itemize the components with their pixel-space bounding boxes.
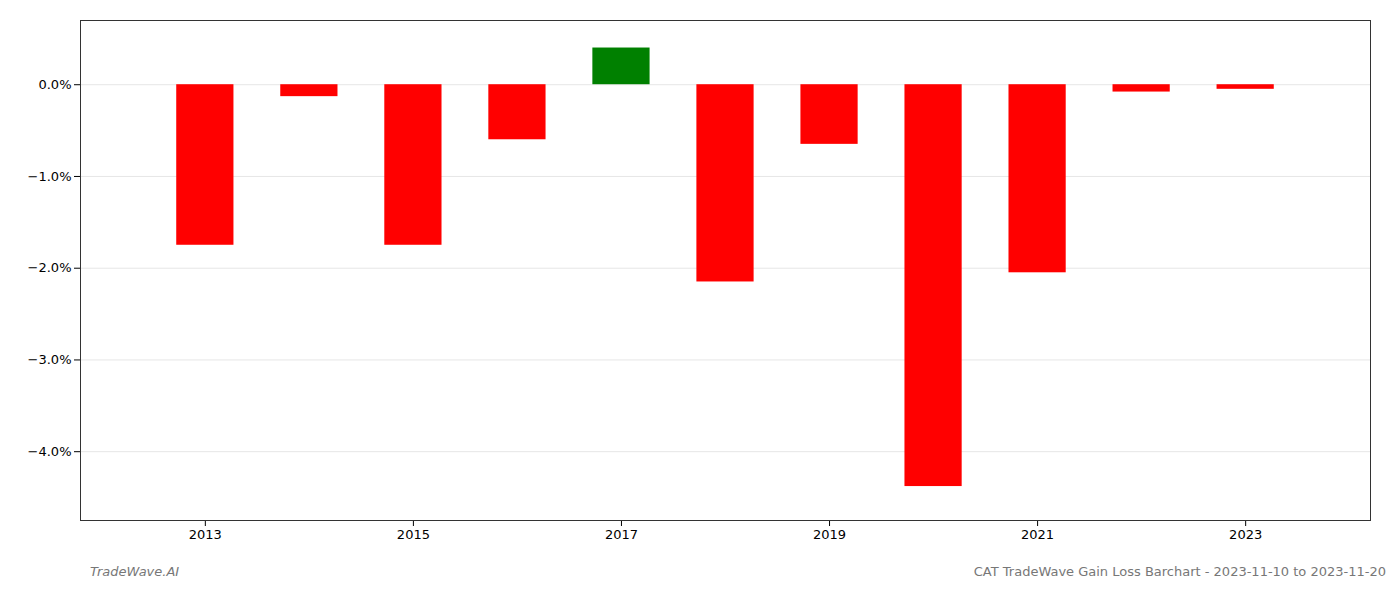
svg-text:−1.0%: −1.0% [28, 169, 72, 184]
html-text:TradeWave.AI: TradeWave.AI [90, 564, 180, 579]
svg-text:0.0%: 0.0% [38, 77, 71, 92]
svg-text:2019: 2019 [813, 527, 846, 542]
svg-text:2021: 2021 [1021, 527, 1054, 542]
svg-text:2015: 2015 [397, 527, 430, 542]
svg-text:2013: 2013 [189, 527, 222, 542]
svg-text:2023: 2023 [1229, 527, 1262, 542]
svg-text:−2.0%: −2.0% [28, 260, 72, 275]
svg-text:−3.0%: −3.0% [28, 352, 72, 367]
html-text:CAT TradeWave Gain Loss Barcha: CAT TradeWave Gain Loss Barchart - 2023-… [973, 564, 1386, 579]
svg-text:−4.0%: −4.0% [28, 444, 72, 459]
svg-text:2017: 2017 [605, 527, 638, 542]
